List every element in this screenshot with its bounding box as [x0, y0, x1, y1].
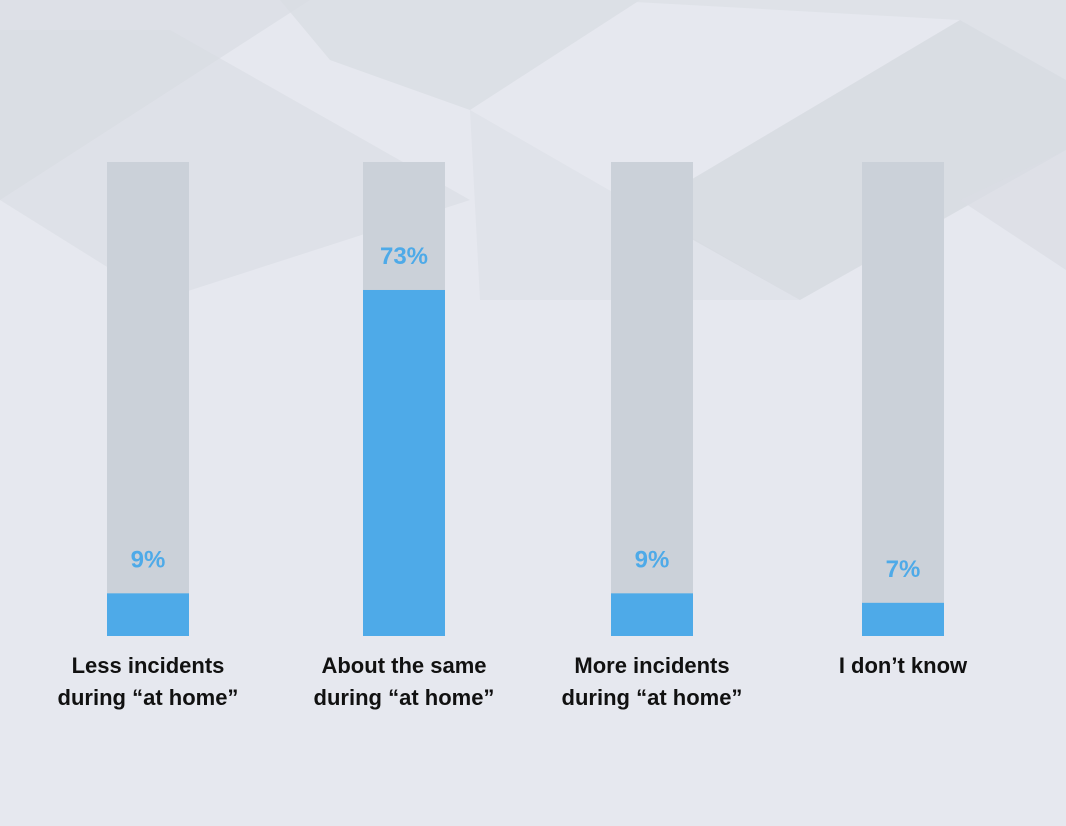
- category-label-2-line-2: during “at home”: [314, 685, 495, 710]
- category-label-4-line-1: I don’t know: [839, 653, 968, 678]
- bar-4: [862, 602, 944, 636]
- category-label-2-line-1: About the same: [321, 653, 486, 678]
- value-label-4: 7%: [886, 556, 921, 583]
- value-label-1: 9%: [131, 546, 166, 573]
- value-label-2: 73%: [380, 243, 428, 270]
- category-label-3-line-1: More incidents: [574, 653, 729, 678]
- bar-3: [611, 593, 693, 636]
- category-label-1-line-2: during “at home”: [58, 685, 239, 710]
- category-label-1-line-1: Less incidents: [72, 653, 225, 678]
- category-label-3-line-2: during “at home”: [562, 685, 743, 710]
- bar-track-3: [611, 162, 693, 636]
- bar-track-1: [107, 162, 189, 636]
- value-label-3: 9%: [635, 546, 670, 573]
- bar-track-4: [862, 162, 944, 636]
- bar-1: [107, 593, 189, 636]
- bar-2: [363, 289, 445, 636]
